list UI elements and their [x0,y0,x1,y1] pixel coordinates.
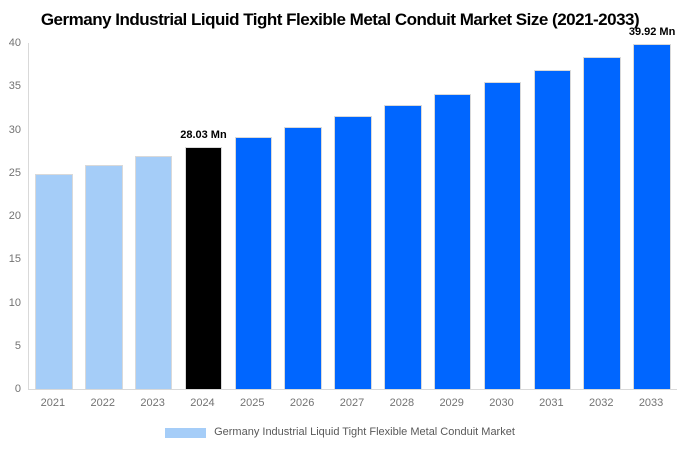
x-tick-2021: 2021 [40,397,66,409]
x-tick-2032: 2032 [588,397,614,409]
y-tick-35: 35 [8,80,21,93]
x-tick-2022: 2022 [90,397,115,409]
bar-2022 [85,164,123,389]
y-tick-30: 30 [8,123,21,136]
bar-2024 [184,146,223,389]
x-tick-2023: 2023 [140,397,165,409]
bar-2023 [134,155,173,389]
legend-swatch [165,427,207,438]
plot-area: 28.03 Mn 39.92 Mn [28,26,677,390]
y-axis-ticks: 0 5 10 15 20 25 30 35 40 [0,37,21,395]
x-tick-2033: 2033 [638,397,664,409]
x-axis-labels: 2021 2022 2023 2024 2025 2026 2027 2028 2029 2030… [28,397,676,411]
value-label-2024: 28.03 Mn [180,128,227,141]
y-tick-20: 20 [8,210,21,222]
x-tick-2030: 2030 [489,397,514,409]
bar-2029 [433,93,472,389]
bar-2025 [234,136,273,389]
bar-2021 [35,173,73,389]
y-tick-40: 40 [8,37,21,49]
x-tick-2031: 2031 [539,397,564,409]
x-tick-2024: 2024 [190,397,215,409]
bar-2030 [483,82,522,389]
bar-2033 [633,43,671,389]
bar-2026 [284,126,322,389]
legend-label: Germany Industrial Liquid Tight Flexible… [214,426,515,438]
chart-title: Germany Industrial Liquid Tight Flexible… [40,10,640,29]
x-tick-2025: 2025 [240,397,265,409]
y-tick-10: 10 [8,296,21,309]
y-tick-25: 25 [8,166,21,179]
bar-2031 [533,69,572,389]
bar-2032 [583,56,621,389]
value-label-2033: 39.92 Mn [628,25,676,38]
bar-2027 [334,116,372,389]
y-tick-0: 0 [14,383,21,395]
y-tick-15: 15 [8,253,21,266]
x-tick-2026: 2026 [289,397,315,409]
legend: Germany Industrial Liquid Tight Flexible… [0,426,680,439]
y-tick-5: 5 [14,339,21,352]
x-tick-2029: 2029 [439,397,464,409]
x-tick-2027: 2027 [339,397,365,409]
x-tick-2028: 2028 [389,397,415,409]
bar-2028 [384,105,422,389]
